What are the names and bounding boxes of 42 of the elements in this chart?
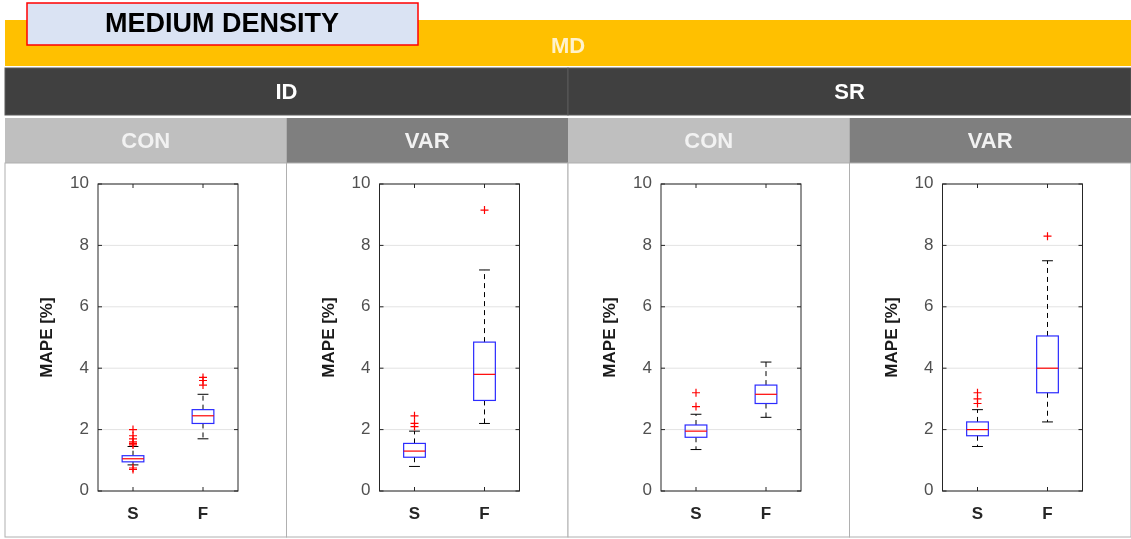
- text: ID: [275, 79, 298, 105]
- x-tick-label: S: [127, 504, 139, 524]
- y-tick-label: 6: [361, 296, 371, 316]
- chart-title: VAR: [404, 128, 450, 154]
- y-tick-label: 6: [924, 296, 934, 316]
- y-tick-label: 10: [633, 173, 652, 193]
- x-tick-label: F: [1042, 504, 1053, 524]
- y-tick-label: 2: [924, 419, 934, 439]
- y-axis-title: MAPE [%]: [881, 297, 901, 378]
- y-tick-label: 4: [642, 357, 652, 377]
- x-tick-label: F: [760, 504, 772, 524]
- y-axis-title: MAPE [%]: [600, 297, 620, 378]
- y-tick-label: 2: [79, 419, 89, 439]
- y-tick-label: 2: [361, 419, 371, 439]
- y-tick-label: 0: [79, 480, 89, 500]
- y-tick-label: 10: [351, 173, 371, 193]
- y-tick-label: 4: [361, 357, 371, 377]
- chart-title: VAR: [967, 128, 1013, 154]
- y-tick-label: 2: [642, 419, 652, 439]
- y-tick-label: 8: [361, 234, 371, 254]
- x-tick-label: F: [479, 504, 490, 524]
- y-tick-label: 10: [70, 173, 89, 193]
- y-tick-label: 4: [79, 357, 89, 377]
- y-axis-title: MAPE [%]: [318, 297, 338, 378]
- y-tick-label: 8: [924, 234, 934, 254]
- x-tick-label: S: [408, 504, 421, 524]
- y-tick-label: 0: [642, 480, 652, 500]
- x-tick-label: F: [197, 504, 209, 524]
- x-tick-label: S: [690, 504, 702, 524]
- y-tick-label: 8: [642, 234, 652, 254]
- text: MD: [550, 32, 586, 58]
- x-tick-label: S: [971, 504, 984, 524]
- y-tick-label: 8: [79, 234, 89, 254]
- y-tick-label: 4: [924, 357, 934, 377]
- y-tick-label: 6: [642, 296, 652, 316]
- text: MEDIUM DENSITY: [104, 8, 340, 39]
- y-tick-label: 10: [914, 173, 934, 193]
- y-axis-title: MAPE [%]: [37, 297, 57, 378]
- text: SR: [834, 79, 865, 105]
- y-tick-label: 0: [361, 480, 371, 500]
- y-tick-label: 6: [79, 296, 89, 316]
- y-tick-label: 0: [924, 480, 934, 500]
